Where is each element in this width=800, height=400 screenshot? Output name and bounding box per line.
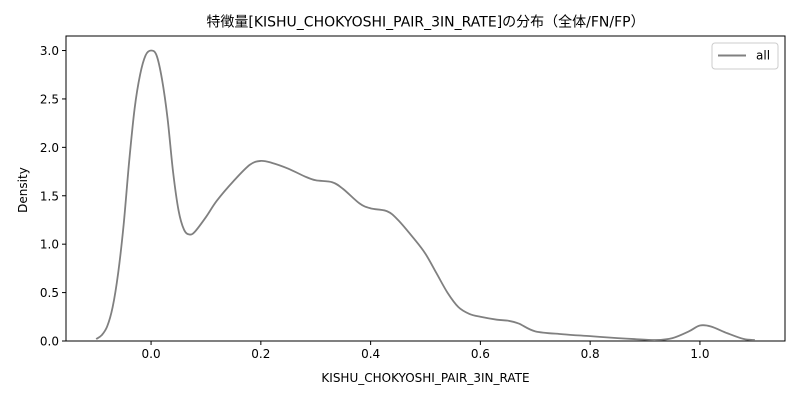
series-layer (95, 49, 755, 341)
x-tick-label: 1.0 (690, 347, 709, 361)
y-tick-label: 0.0 (40, 335, 59, 349)
plot-frame (65, 35, 786, 342)
y-tick-label: 2.0 (40, 141, 59, 155)
chart-title: 特徴量[KISHU_CHOKYOSHI_PAIR_3IN_RATE]の分布（全体… (206, 14, 644, 31)
y-tick-label: 0.5 (40, 286, 59, 300)
series-line-all (95, 49, 755, 341)
x-tick-label: 0.0 (142, 347, 161, 361)
x-axis: 0.0 0.2 0.4 0.6 0.8 1.0 (142, 341, 709, 361)
y-tick-label: 3.0 (40, 44, 59, 58)
x-tick-label: 0.2 (251, 347, 270, 361)
y-axis: 0.0 0.5 1.0 1.5 2.0 2.5 3.0 (40, 44, 66, 349)
x-tick-label: 0.8 (581, 347, 600, 361)
x-tick-label: 0.6 (471, 347, 490, 361)
y-tick-label: 2.5 (40, 92, 59, 106)
x-axis-label: KISHU_CHOKYOSHI_PAIR_3IN_RATE (321, 371, 529, 385)
legend: all (711, 42, 779, 70)
legend-entry-all: all (756, 49, 770, 63)
x-tick-label: 0.4 (361, 347, 380, 361)
y-tick-label: 1.0 (40, 238, 59, 252)
y-tick-label: 1.5 (40, 189, 59, 203)
y-axis-label: Density (16, 167, 30, 213)
